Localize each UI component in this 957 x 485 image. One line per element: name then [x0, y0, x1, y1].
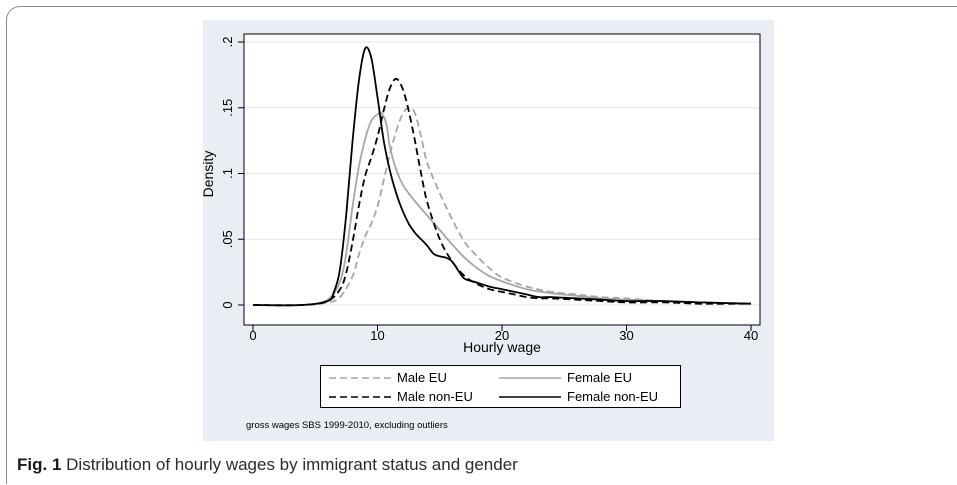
y-tick-label: .05: [220, 230, 235, 248]
legend-label-female-non-eu: Female non-EU: [567, 389, 659, 404]
y-axis-label: Density: [200, 151, 216, 198]
legend-swatch-female-non-eu: [499, 395, 561, 398]
y-tick-label: .15: [220, 99, 235, 117]
y-tick-label: 0: [220, 301, 235, 308]
x-tick-label: 0: [249, 328, 256, 343]
x-tick-label: 30: [619, 328, 633, 343]
series-line-female-non-eu: [252, 46, 752, 307]
figure-caption-text: Distribution of hourly wages by immigran…: [66, 455, 518, 474]
series-line-female-eu: [252, 111, 752, 307]
legend-item: Female EU: [499, 370, 632, 385]
x-tick-label: 20: [495, 328, 509, 343]
legend-item: Female non-EU: [499, 389, 658, 404]
y-tick-label: .1: [220, 168, 235, 179]
legend-swatch-male-eu: [329, 376, 391, 379]
x-axis-label: Hourly wage: [463, 339, 541, 355]
legend-swatch-female-eu: [499, 376, 561, 379]
series-lines: [252, 46, 752, 307]
data-source-note: gross wages SBS 1999-2010, excluding out…: [246, 420, 448, 431]
grid-lines: [245, 41, 759, 306]
legend-label-male-non-eu: Male non-EU: [397, 389, 473, 404]
x-tick-label: 10: [370, 328, 384, 343]
series-line-male-eu: [252, 106, 752, 307]
x-tick-label: 40: [744, 328, 758, 343]
figure-label: Fig. 1: [17, 455, 62, 474]
legend-item: Male non-EU: [329, 389, 473, 404]
axes: 0 .05 .1 .15 .2 0 10 20 30 40: [220, 37, 758, 343]
plot-area: [243, 33, 761, 326]
legend-label-male-eu: Male EU: [397, 370, 447, 385]
legend-swatch-male-non-eu: [329, 395, 391, 398]
y-tick-label: .2: [220, 37, 235, 48]
figure-frame: [6, 6, 957, 484]
legend: Male EU Female EU Male non-EU Female non…: [320, 365, 681, 408]
figure-caption: Fig. 1 Distribution of hourly wages by i…: [17, 455, 518, 475]
legend-label-female-eu: Female EU: [567, 370, 633, 385]
series-line-male-non-eu: [252, 77, 752, 307]
legend-item: Male EU: [329, 370, 447, 385]
